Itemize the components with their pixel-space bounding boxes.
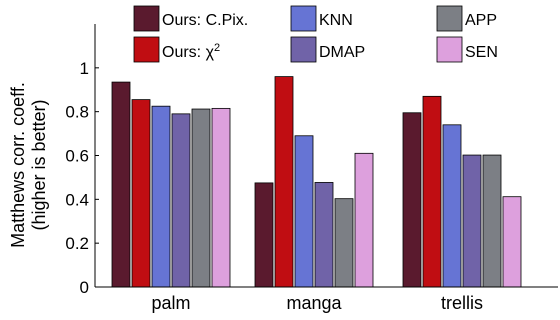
bar-palm-1	[111, 81, 131, 288]
bar-manga-2	[274, 76, 294, 288]
bar-palm-6	[211, 107, 231, 288]
bar-trellis-5	[482, 154, 502, 288]
bar-trellis-3	[442, 124, 462, 288]
bars	[111, 76, 522, 288]
x-ticks: palm manga trellis	[151, 293, 483, 313]
bar-trellis-4	[462, 154, 482, 288]
legend-label: SEN	[465, 44, 498, 61]
legend-superscript: 2	[214, 42, 220, 54]
legend-swatch	[436, 5, 463, 32]
legend: Ours: C.Pix. Ours: χ2 KNN DMAP APP SEN	[133, 5, 498, 63]
bar-manga-5	[334, 198, 354, 288]
bar-manga-6	[354, 152, 374, 288]
legend-swatch	[290, 5, 317, 32]
bar-trellis-2	[422, 95, 442, 288]
x-tick-label: palm	[151, 293, 190, 313]
legend-label: KNN	[319, 12, 353, 29]
bar-manga-3	[294, 135, 314, 288]
y-tick-label: 0	[80, 278, 89, 297]
legend-label: Ours: C.Pix.	[162, 12, 248, 29]
legend-swatch	[436, 36, 463, 63]
bar-trellis-6	[502, 196, 522, 288]
x-tick-label: manga	[286, 293, 342, 313]
y-tick-label: 0.4	[65, 190, 89, 209]
y-tick-label: 0.2	[65, 234, 89, 253]
x-tick-label: trellis	[441, 293, 483, 313]
legend-label: Ours: χ2	[162, 42, 220, 61]
bar-palm-3	[151, 105, 171, 288]
bar-palm-2	[131, 99, 151, 288]
y-axis-label-line-2: (higher is better)	[29, 99, 49, 230]
legend-label: DMAP	[319, 44, 365, 61]
y-tick-label: 0.8	[65, 103, 89, 122]
legend-swatch	[133, 36, 160, 63]
bar-manga-1	[254, 182, 274, 288]
y-tick-label: 1	[80, 59, 89, 78]
y-ticks: 0 0.2 0.4 0.6 0.8 1	[65, 59, 99, 297]
bar-trellis-1	[402, 112, 422, 288]
y-tick-label: 0.6	[65, 147, 89, 166]
bar-palm-5	[191, 108, 211, 288]
legend-swatch	[133, 5, 160, 32]
legend-swatch	[290, 36, 317, 63]
bar-manga-4	[314, 182, 334, 288]
bar-palm-4	[171, 113, 191, 288]
legend-label: APP	[465, 12, 497, 29]
y-axis-label-line-1: Matthews corr. coeff.	[8, 82, 28, 248]
